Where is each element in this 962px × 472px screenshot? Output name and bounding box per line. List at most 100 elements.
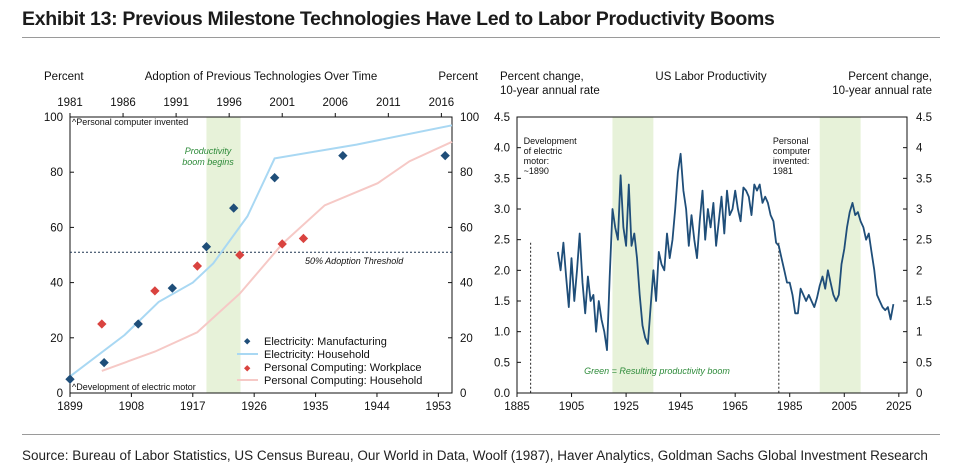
productivity-series-line bbox=[557, 152, 895, 352]
adoption-xtick-bottom-label-5: 1944 bbox=[364, 401, 390, 413]
event-label-1-line-2: invented: bbox=[773, 156, 810, 166]
productivity-plot-frame bbox=[516, 116, 908, 394]
boom-begins-note-line2: boom begins bbox=[182, 157, 234, 167]
adoption-xtick-top-label-7: 2016 bbox=[429, 97, 455, 109]
adoption-ytick-label-right-0: 0 bbox=[460, 388, 466, 400]
adoption-boom-band bbox=[206, 117, 241, 393]
productivity-ytick-label-right-8: 4 bbox=[916, 143, 923, 155]
adoption-xtick-top-label-5: 2006 bbox=[322, 97, 348, 109]
adoption-xtick-bottom-label-4: 1935 bbox=[303, 401, 329, 413]
point-personal-computing-workplace-0 bbox=[97, 319, 107, 329]
point-personal-computing-workplace-1 bbox=[150, 286, 160, 296]
productivity-ytick-label-left-0: 0.0 bbox=[494, 388, 510, 400]
event-label-0-line-2: motor: bbox=[524, 156, 550, 166]
productivity-xtick-label-1: 1905 bbox=[559, 401, 585, 413]
adoption-ytick-label-right-3: 60 bbox=[460, 222, 473, 234]
point-electricity-manufacturing-8 bbox=[440, 150, 450, 161]
legend-label-electricity-household: Electricity: Household bbox=[264, 349, 370, 361]
legend-label-pc-household: Personal Computing: Household bbox=[264, 375, 422, 387]
boom-begins-note-line1: Productivity bbox=[185, 146, 232, 156]
productivity-boom-band-0 bbox=[612, 117, 654, 393]
productivity-left-label-line2: 10-year annual rate bbox=[500, 85, 600, 97]
productivity-ytick-label-right-2: 1 bbox=[916, 327, 922, 339]
adoption-ytick-label-right-5: 100 bbox=[460, 112, 479, 124]
event-label-1-line-3: 1981 bbox=[773, 166, 793, 176]
productivity-ytick-label-right-6: 3 bbox=[916, 204, 922, 216]
productivity-ytick-label-right-4: 2 bbox=[916, 265, 922, 277]
productivity-xtick-label-5: 1985 bbox=[777, 401, 803, 413]
productivity-xtick-label-6: 2005 bbox=[831, 401, 857, 413]
adoption-xtick-bottom-label-0: 1899 bbox=[57, 401, 83, 413]
adoption-threshold-label: 50% Adoption Threshold bbox=[305, 256, 404, 266]
productivity-xtick-label-3: 1945 bbox=[668, 401, 694, 413]
productivity-chart: Percent change, 10-year annual rate US L… bbox=[494, 71, 932, 413]
legend-marker-pc-workplace bbox=[244, 365, 251, 372]
adoption-xtick-bottom-label-6: 1953 bbox=[426, 401, 452, 413]
point-electricity-manufacturing-2 bbox=[133, 319, 143, 329]
adoption-xtick-bottom-label-2: 1917 bbox=[180, 401, 206, 413]
adoption-ytick-label-right-1: 20 bbox=[460, 333, 473, 345]
exhibit-title: Exhibit 13: Previous Milestone Technolog… bbox=[22, 8, 775, 30]
electric-motor-note: ^Development of electric motor bbox=[72, 382, 196, 392]
productivity-ytick-label-right-1: 0.5 bbox=[916, 357, 932, 369]
legend-label-pc-workplace: Personal Computing: Workplace bbox=[264, 362, 422, 374]
productivity-ytick-label-left-5: 2.5 bbox=[494, 235, 510, 247]
adoption-xtick-top-label-6: 2011 bbox=[376, 97, 401, 109]
event-label-1-line-0: Personal bbox=[773, 136, 809, 146]
productivity-ytick-label-left-2: 1.0 bbox=[494, 327, 510, 339]
point-electricity-manufacturing-1 bbox=[99, 357, 109, 368]
productivity-ytick-label-right-7: 3.5 bbox=[916, 173, 932, 185]
adoption-ytick-label-left-5: 100 bbox=[44, 112, 63, 124]
productivity-ytick-label-left-6: 3.0 bbox=[494, 204, 510, 216]
productivity-ytick-label-right-9: 4.5 bbox=[916, 112, 932, 124]
adoption-xtick-top-label-3: 1996 bbox=[216, 97, 242, 109]
productivity-ytick-label-left-7: 3.5 bbox=[494, 173, 510, 185]
adoption-xtick-bottom-label-1: 1908 bbox=[119, 401, 145, 413]
adoption-legend: Electricity: Manufacturing Electricity: … bbox=[237, 336, 422, 387]
productivity-right-label-line2: 10-year annual rate bbox=[832, 85, 932, 97]
productivity-boom-band-1 bbox=[819, 117, 861, 393]
legend-marker-electricity-manufacturing bbox=[244, 338, 251, 345]
legend-label-electricity-manufacturing: Electricity: Manufacturing bbox=[264, 336, 387, 348]
productivity-ytick-label-left-3: 1.5 bbox=[494, 296, 510, 308]
productivity-ytick-label-left-8: 4.0 bbox=[494, 143, 510, 155]
title-rule bbox=[22, 37, 940, 38]
point-electricity-manufacturing-5 bbox=[229, 203, 239, 213]
productivity-ytick-label-left-9: 4.5 bbox=[494, 112, 510, 124]
source-rule bbox=[22, 434, 940, 435]
boom-legend-note: Green = Resulting productivity boom bbox=[584, 366, 730, 376]
point-personal-computing-workplace-3 bbox=[235, 250, 245, 260]
adoption-ytick-label-left-4: 80 bbox=[50, 167, 63, 179]
adoption-ytick-label-right-4: 80 bbox=[460, 167, 473, 179]
point-electricity-manufacturing-3 bbox=[167, 283, 177, 293]
point-personal-computing-workplace-4 bbox=[277, 239, 287, 249]
adoption-xtick-bottom-label-3: 1926 bbox=[241, 401, 267, 413]
adoption-chart: Percent Adoption of Previous Technologie… bbox=[44, 71, 479, 413]
event-label-1-line-1: computer bbox=[773, 146, 811, 156]
event-label-0-line-1: of electric bbox=[524, 146, 563, 156]
productivity-ytick-label-right-0: 0 bbox=[916, 388, 922, 400]
adoption-right-axis-label: Percent bbox=[438, 71, 478, 83]
event-label-0-line-0: Development bbox=[524, 136, 578, 146]
event-label-0-line-3: ~1890 bbox=[524, 166, 549, 176]
point-personal-computing-workplace-5 bbox=[298, 233, 309, 244]
adoption-xtick-top-label-4: 2001 bbox=[269, 97, 295, 109]
adoption-ytick-label-right-2: 40 bbox=[460, 278, 473, 290]
productivity-xtick-label-4: 1965 bbox=[722, 401, 748, 413]
productivity-xtick-label-7: 2025 bbox=[886, 401, 912, 413]
adoption-left-axis-label: Percent bbox=[44, 71, 84, 83]
productivity-left-label-line1: Percent change, bbox=[500, 71, 584, 83]
adoption-ytick-label-left-3: 60 bbox=[50, 222, 63, 234]
source-note: Source: Bureau of Labor Statistics, US C… bbox=[22, 448, 928, 463]
adoption-ytick-label-left-1: 20 bbox=[50, 333, 63, 345]
productivity-xtick-label-0: 1885 bbox=[504, 401, 530, 413]
productivity-ytick-label-left-4: 2.0 bbox=[494, 265, 510, 277]
productivity-ytick-label-right-5: 2.5 bbox=[916, 235, 932, 247]
point-electricity-manufacturing-7 bbox=[338, 150, 348, 161]
point-electricity-manufacturing-0 bbox=[65, 374, 75, 384]
productivity-xtick-label-2: 1925 bbox=[613, 401, 639, 413]
point-electricity-manufacturing-4 bbox=[201, 242, 212, 252]
productivity-chart-title: US Labor Productivity bbox=[655, 71, 766, 83]
point-personal-computing-workplace-2 bbox=[192, 261, 203, 271]
